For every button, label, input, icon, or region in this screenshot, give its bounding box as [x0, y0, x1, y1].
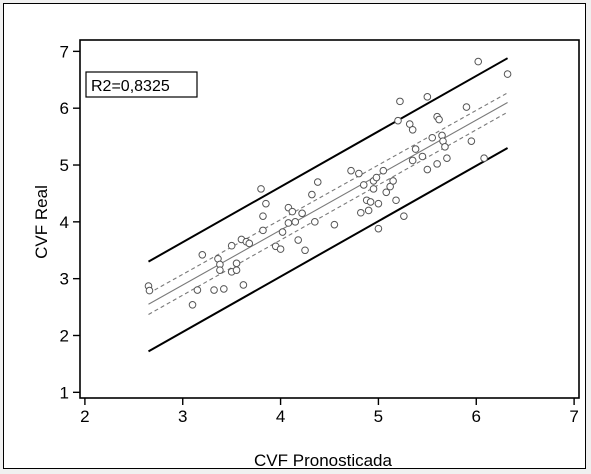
data-point [423, 93, 432, 101]
data-point [313, 178, 322, 186]
y-tick-label: 7 [60, 42, 69, 61]
y-tick-label: 4 [60, 213, 69, 232]
data-point [257, 185, 265, 193]
data-point [503, 70, 512, 78]
data-point [379, 166, 388, 175]
data-point [441, 143, 449, 151]
data-point [216, 266, 224, 274]
data-point [259, 226, 267, 235]
data-point [220, 285, 228, 293]
r2-annotation-box: R2=0,8325 [85, 71, 198, 98]
y-axis-label: CVF Real [32, 185, 51, 259]
fit-lines [147, 57, 509, 353]
data-point [474, 57, 483, 66]
data-point [359, 181, 368, 189]
data-point [188, 301, 197, 309]
data-point [278, 228, 287, 236]
data-point [408, 156, 417, 165]
data-point [366, 198, 375, 206]
data-point [382, 188, 391, 197]
data-point [330, 220, 339, 229]
r2-box-border [85, 71, 198, 98]
confidence-upper-line [148, 92, 508, 294]
data-point [418, 152, 427, 161]
data-point [411, 145, 420, 153]
data-point [298, 209, 306, 218]
y-tick-label: 2 [60, 326, 69, 345]
data-point [294, 236, 302, 244]
data-point [198, 251, 207, 259]
prediction-lower-line [147, 147, 509, 353]
x-tick-label: 7 [569, 407, 578, 426]
data-point [311, 218, 319, 226]
y-tick-label: 5 [60, 156, 69, 175]
data-point [262, 199, 270, 208]
data-point [284, 219, 293, 227]
data-point [443, 154, 451, 162]
data-point [369, 185, 378, 193]
data-point [239, 281, 248, 289]
data-point [394, 116, 402, 125]
plot-area-border [79, 39, 580, 399]
data-point [301, 246, 309, 255]
data-point [374, 224, 383, 233]
axis-labels: CVF Pronosticada CVF Real [32, 185, 393, 470]
data-point [245, 239, 254, 248]
x-tick-label: 4 [276, 407, 285, 426]
data-point [308, 190, 316, 199]
data-point [372, 173, 381, 182]
data-point [435, 115, 443, 124]
y-tick-label: 3 [60, 270, 69, 289]
prediction-upper-line [147, 57, 509, 263]
data-point [291, 218, 300, 226]
x-tick-label: 6 [472, 407, 481, 426]
data-points [144, 57, 512, 309]
data-point [210, 286, 218, 294]
x-tick-label: 3 [178, 407, 187, 426]
confidence-lower-line [148, 111, 508, 315]
data-point [357, 208, 365, 217]
r2-annotation-text: R2=0,8325 [91, 78, 170, 95]
data-point [259, 212, 267, 220]
data-point [364, 206, 373, 215]
data-point [232, 266, 241, 274]
data-point [193, 286, 202, 294]
y-tick-label: 6 [60, 99, 69, 118]
data-point [462, 103, 471, 111]
data-point [423, 165, 432, 174]
data-point [227, 241, 236, 250]
data-point [480, 154, 488, 162]
data-point [408, 125, 417, 134]
y-tick-label: 1 [60, 383, 69, 402]
x-tick-label: 2 [80, 407, 89, 426]
data-point [232, 259, 241, 268]
data-point [467, 137, 476, 145]
data-point [400, 212, 408, 220]
x-axis-label: CVF Pronosticada [254, 451, 392, 470]
data-point [396, 97, 404, 106]
x-tick-label: 5 [374, 407, 383, 426]
data-point [392, 196, 400, 205]
regression-line [148, 102, 508, 305]
data-point [347, 166, 355, 175]
data-point [374, 199, 383, 208]
data-point [428, 133, 437, 142]
data-point [389, 177, 397, 185]
data-point [288, 207, 297, 216]
data-point [145, 286, 154, 295]
data-point [355, 169, 363, 178]
data-point [433, 160, 441, 168]
data-point [276, 245, 285, 253]
